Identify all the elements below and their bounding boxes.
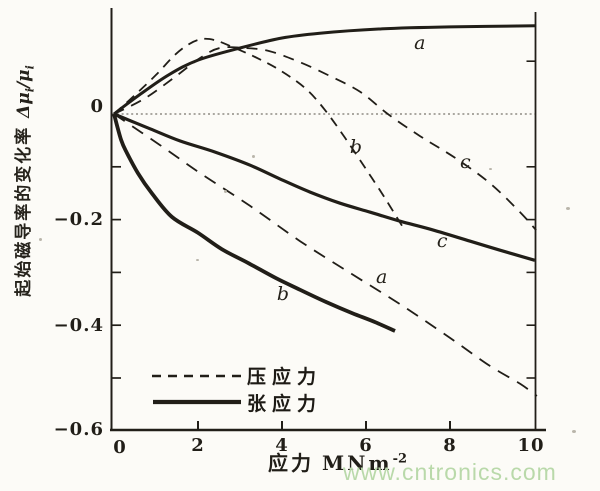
scan-speck	[196, 259, 199, 261]
y-tick-label-04: −0.4	[53, 315, 104, 336]
scan-speck	[489, 168, 492, 170]
legend-label-compressive: 压应力	[247, 366, 323, 388]
curve-tensile-b	[112, 113, 396, 333]
scan-speck	[572, 430, 576, 433]
legend-label-tensile: 张应力	[247, 393, 323, 415]
scan-speck	[39, 238, 42, 241]
y-tick-label-02: −0.2	[53, 209, 104, 230]
x-tick-label-6: 6	[359, 435, 373, 456]
curve-label-a: a	[375, 266, 388, 289]
x-tick-label-0: 0	[113, 437, 127, 458]
x-tick-label-2: 2	[191, 435, 205, 456]
curve-label-c: c	[459, 151, 471, 174]
curve-label-b: b	[349, 135, 363, 158]
x-tick-label-4: 4	[275, 435, 289, 456]
curve-tensile-a	[113, 24, 537, 116]
scan-speck	[224, 190, 227, 193]
x-tick-label-8: 8	[443, 435, 457, 456]
curve-label-a: a	[414, 31, 426, 54]
watermark: www.cntronics.com	[343, 459, 557, 485]
x-axis-unit: MNm-2	[322, 451, 408, 475]
curve-compressive-b	[113, 37, 403, 227]
y-axis-label: 起始磁导率的变化率 Δμi/μi	[9, 30, 37, 332]
scan-speck	[252, 155, 255, 158]
y-tick-label-0: 0	[90, 96, 104, 117]
y-axis-label-symbol: Δμi/μi	[14, 65, 37, 118]
curve-tensile-c	[113, 112, 536, 262]
scan-speck	[566, 207, 570, 210]
y-tick-label-06: −0.6	[53, 419, 104, 440]
curve-label-b: b	[276, 283, 289, 306]
x-tick-label-10: 10	[517, 435, 545, 456]
curve-compressive-a	[113, 113, 538, 397]
y-axis-label-text: 起始磁导率的变化率	[14, 125, 34, 297]
curve-label-c: c	[436, 229, 448, 252]
x-axis-label-text: 应力	[268, 451, 314, 475]
x-axis-label: 应力 MNm-2	[268, 447, 407, 476]
